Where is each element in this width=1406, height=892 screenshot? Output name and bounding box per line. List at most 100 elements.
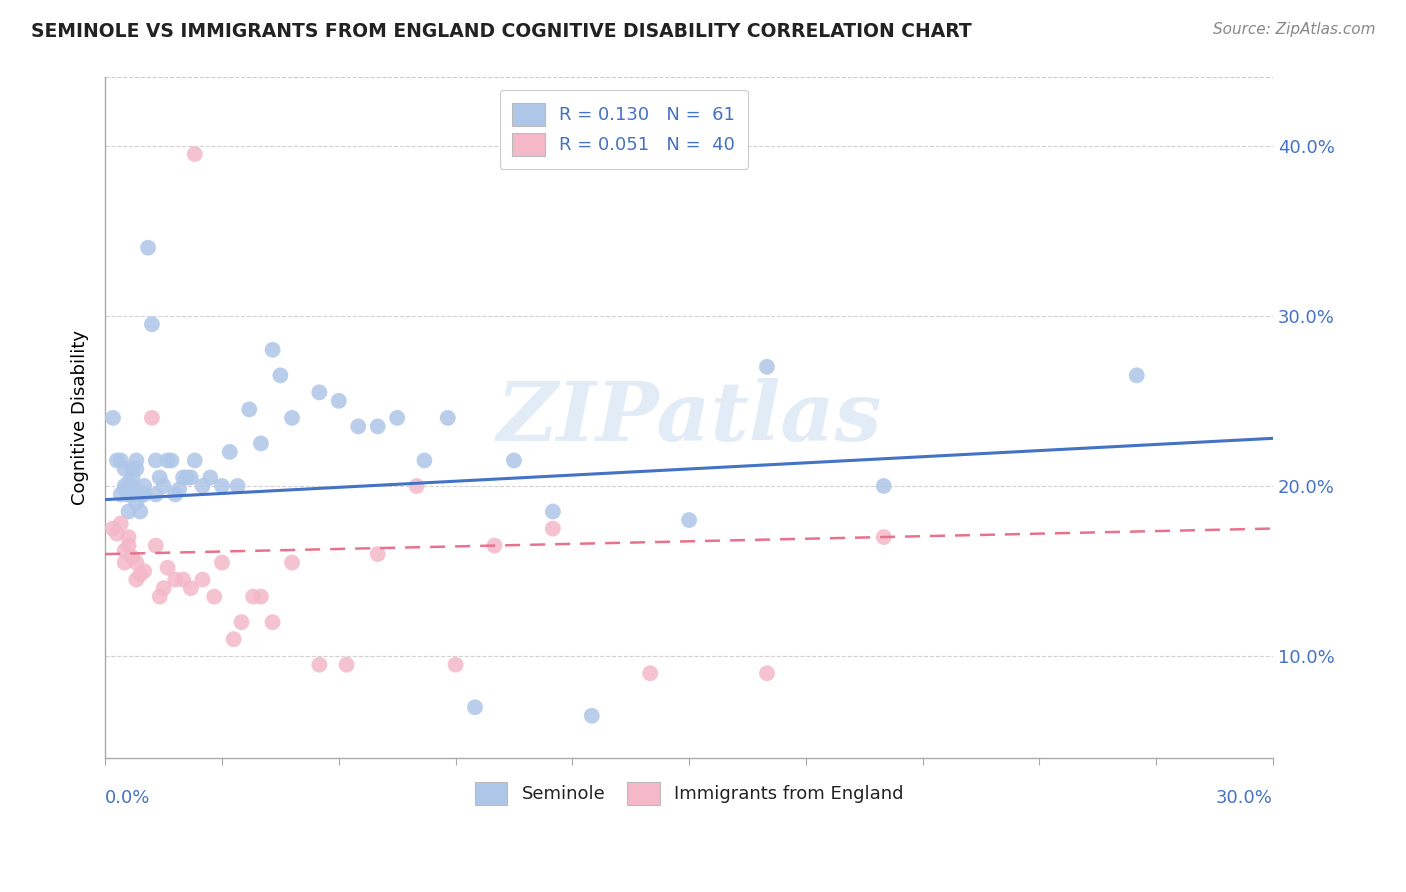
Point — [176, 470, 198, 484]
Point — [281, 410, 304, 425]
Point — [105, 526, 128, 541]
Point — [152, 479, 174, 493]
Point — [160, 453, 183, 467]
Point — [222, 632, 245, 647]
Point — [125, 496, 148, 510]
Point — [117, 487, 139, 501]
Point — [541, 522, 564, 536]
Point — [117, 475, 139, 490]
Point — [172, 573, 194, 587]
Point — [184, 147, 207, 161]
Point — [172, 470, 194, 484]
Point — [184, 453, 207, 467]
Point — [121, 487, 143, 501]
Point — [149, 590, 172, 604]
Point — [191, 573, 214, 587]
Point — [136, 241, 159, 255]
Point — [211, 556, 233, 570]
Point — [125, 462, 148, 476]
Point — [464, 700, 486, 714]
Point — [242, 590, 264, 604]
Point — [105, 453, 128, 467]
Point — [134, 487, 156, 501]
Point — [385, 410, 408, 425]
Point — [281, 556, 304, 570]
Point — [156, 453, 179, 467]
Point — [145, 453, 167, 467]
Point — [581, 708, 603, 723]
Text: SEMINOLE VS IMMIGRANTS FROM ENGLAND COGNITIVE DISABILITY CORRELATION CHART: SEMINOLE VS IMMIGRANTS FROM ENGLAND COGN… — [31, 22, 972, 41]
Point — [238, 402, 260, 417]
Point — [347, 419, 370, 434]
Point — [873, 479, 896, 493]
Point — [413, 453, 436, 467]
Point — [134, 564, 156, 578]
Point — [638, 666, 661, 681]
Point — [755, 359, 778, 374]
Point — [125, 573, 148, 587]
Point — [308, 657, 330, 672]
Point — [328, 393, 350, 408]
Point — [218, 445, 240, 459]
Text: Source: ZipAtlas.com: Source: ZipAtlas.com — [1212, 22, 1375, 37]
Point — [165, 487, 187, 501]
Point — [121, 479, 143, 493]
Point — [121, 550, 143, 565]
Point — [269, 368, 291, 383]
Point — [134, 479, 156, 493]
Point — [125, 453, 148, 467]
Point — [211, 479, 233, 493]
Point — [121, 470, 143, 484]
Point — [114, 483, 136, 497]
Point — [145, 487, 167, 501]
Point — [202, 590, 225, 604]
Point — [200, 470, 222, 484]
Point — [114, 556, 136, 570]
Point — [141, 318, 163, 332]
Legend: Seminole, Immigrants from England: Seminole, Immigrants from England — [465, 772, 912, 814]
Point — [250, 436, 273, 450]
Point — [873, 530, 896, 544]
Point — [114, 479, 136, 493]
Point — [755, 666, 778, 681]
Point — [145, 539, 167, 553]
Point — [125, 556, 148, 570]
Text: 0.0%: 0.0% — [105, 789, 150, 807]
Point — [129, 487, 152, 501]
Point — [541, 504, 564, 518]
Point — [226, 479, 249, 493]
Point — [129, 567, 152, 582]
Point — [405, 479, 427, 493]
Point — [231, 615, 253, 629]
Point — [484, 539, 506, 553]
Point — [141, 410, 163, 425]
Point — [101, 522, 124, 536]
Point — [101, 410, 124, 425]
Point — [180, 470, 202, 484]
Y-axis label: Cognitive Disability: Cognitive Disability — [72, 330, 89, 506]
Text: ZIPatlas: ZIPatlas — [496, 378, 882, 458]
Point — [110, 453, 132, 467]
Point — [114, 462, 136, 476]
Point — [262, 343, 284, 357]
Point — [678, 513, 700, 527]
Point — [250, 590, 273, 604]
Point — [436, 410, 458, 425]
Point — [262, 615, 284, 629]
Point — [152, 581, 174, 595]
Point — [503, 453, 526, 467]
Point — [129, 504, 152, 518]
Point — [117, 504, 139, 518]
Point — [191, 479, 214, 493]
Text: 30.0%: 30.0% — [1216, 789, 1272, 807]
Point — [117, 539, 139, 553]
Point — [121, 462, 143, 476]
Point — [165, 573, 187, 587]
Point — [180, 581, 202, 595]
Point — [167, 483, 190, 497]
Point — [117, 487, 139, 501]
Point — [110, 516, 132, 531]
Point — [335, 657, 357, 672]
Point — [1126, 368, 1149, 383]
Point — [444, 657, 467, 672]
